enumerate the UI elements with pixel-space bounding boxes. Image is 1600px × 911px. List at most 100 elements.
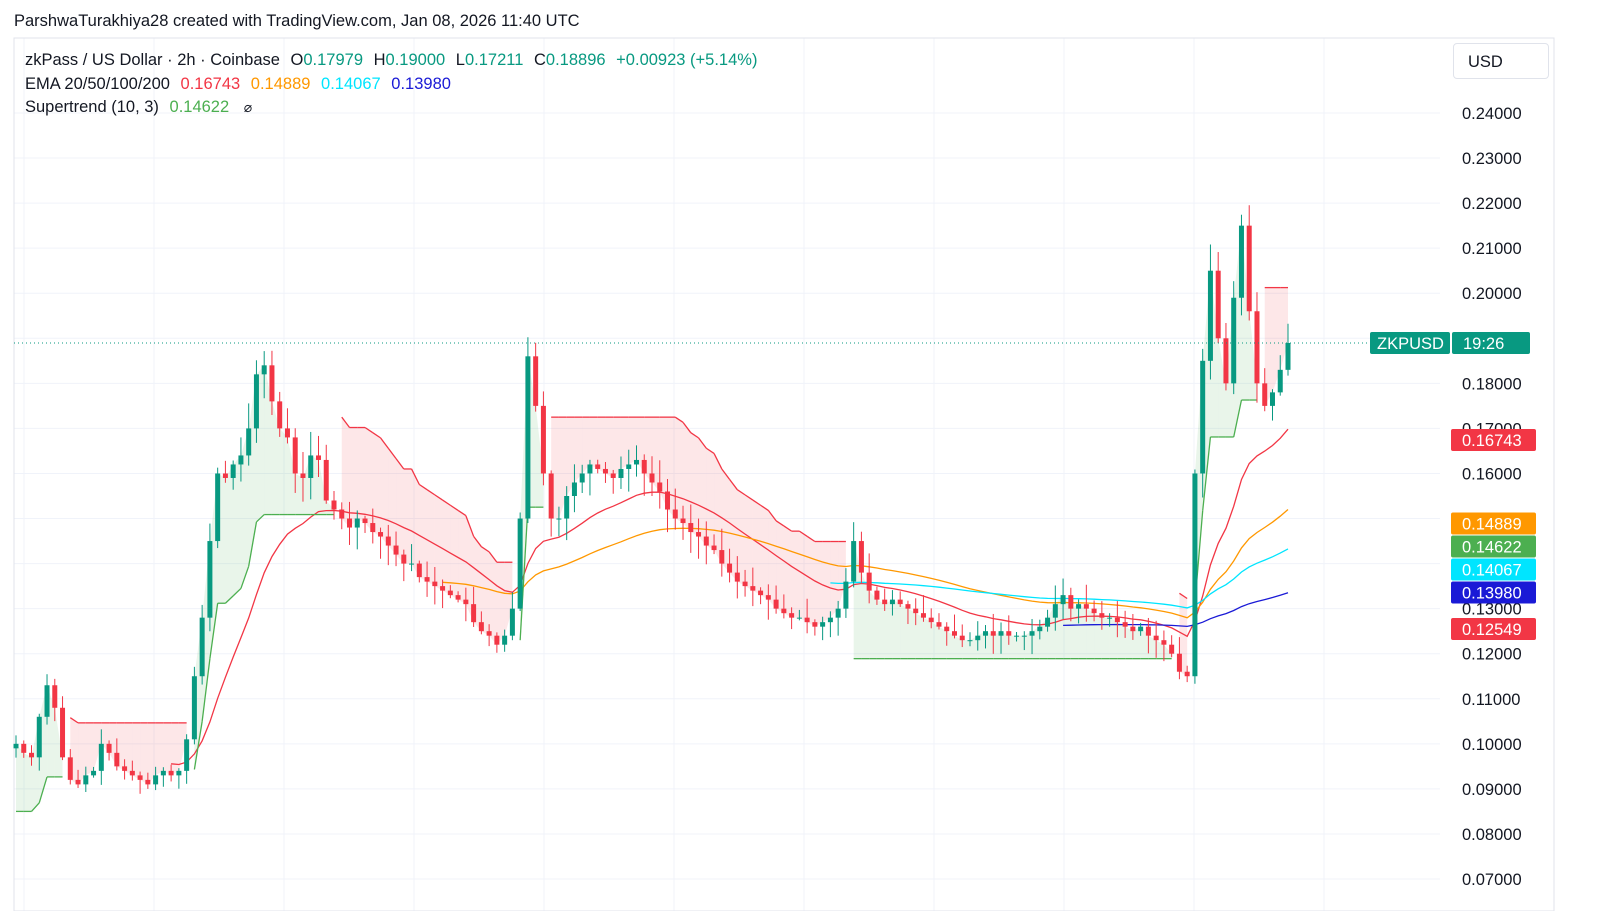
supertrend-line [713, 453, 723, 470]
supertrend-fill-segment [434, 494, 443, 591]
candle-body [455, 595, 461, 600]
candle-body [618, 468, 624, 478]
supertrend-fill-segment [938, 626, 947, 659]
currency-selector[interactable]: USD [1453, 43, 1549, 79]
price-tick-label: 0.16000 [1462, 465, 1522, 483]
supertrend-fill-segment [427, 489, 435, 587]
candle-body [804, 617, 810, 623]
supertrend-fill-segment [597, 417, 606, 474]
supertrend-fill-segment [683, 422, 691, 533]
ema50-value: 0.14889 [250, 74, 311, 93]
price-badge: 0.14889 [1462, 516, 1522, 534]
supertrend-fill-segment [132, 722, 141, 780]
candle-body [983, 631, 989, 636]
candle-body [277, 401, 283, 429]
supertrend-fill-segment [876, 599, 885, 659]
supertrend-line [473, 535, 482, 548]
candle-body [665, 491, 671, 510]
supertrend-fill-segment [1156, 640, 1164, 659]
supertrend-fill-segment [171, 722, 179, 776]
supertrend-line [372, 432, 381, 439]
supertrend-fill-segment [814, 541, 823, 627]
candle-body [354, 518, 360, 528]
candle-body [385, 536, 391, 546]
supertrend-fill-segment [396, 458, 404, 564]
high-value: 0.19000 [385, 51, 446, 69]
candle-body [1192, 473, 1198, 677]
supertrend-fill-segment [178, 722, 187, 771]
candle-body [1091, 608, 1097, 614]
supertrend-fill-segment [1264, 287, 1273, 406]
supertrend-line [255, 514, 265, 523]
eye-slash-icon[interactable]: ⌀ [243, 99, 253, 115]
candle-body [1207, 270, 1213, 361]
ema-label[interactable]: EMA 20/50/100/200 [25, 74, 170, 93]
supertrend-label[interactable]: Supertrend (10, 3) [25, 98, 159, 116]
candle-body [951, 631, 957, 636]
candle-body [215, 473, 221, 542]
supertrend-fill-segment [884, 599, 893, 659]
price-tick-label: 0.23000 [1462, 150, 1522, 168]
candle-body [114, 752, 120, 767]
supertrend-fill-segment [233, 455, 241, 596]
candle-body [1029, 631, 1035, 636]
candle-body [789, 613, 795, 618]
supertrend-fill-segment [1024, 631, 1033, 659]
supertrend-fill-segment [962, 640, 970, 659]
price-tick-label: 0.13000 [1462, 601, 1522, 619]
supertrend-fill-segment [636, 417, 645, 474]
high-label: H [373, 51, 386, 69]
supertrend-fill-segment [729, 479, 738, 582]
supertrend-fill-segment [225, 464, 234, 604]
supertrend-line [1202, 436, 1212, 511]
candle-body [191, 676, 197, 740]
supertrend-line [767, 510, 777, 522]
candle-body [261, 365, 267, 375]
supertrend-fill-segment [124, 722, 133, 776]
candle-body [323, 459, 329, 501]
candle-body [959, 635, 965, 641]
candle-body [471, 604, 477, 623]
supertrend-fill-segment [706, 448, 715, 551]
candle-body [207, 541, 213, 618]
price-badges: ZKPUSD 19:26 0.16743 0.14889 0.14622 0.14067 0… [1370, 331, 1536, 640]
candle-body [1107, 617, 1113, 619]
supertrend-fill-segment [23, 752, 32, 812]
supertrend-line [736, 489, 746, 496]
symbol-title[interactable]: zkPass / US Dollar · 2h · Coinbase [25, 51, 280, 69]
supertrend-line [488, 551, 498, 563]
supertrend-line [434, 494, 443, 501]
supertrend-fill-segment [458, 510, 466, 605]
candle-body [920, 613, 926, 618]
candle-body [874, 590, 880, 600]
candle-body [238, 455, 244, 465]
candle-body [292, 437, 298, 474]
supertrend-fill-segment [85, 722, 94, 776]
open-value: 0.17979 [303, 51, 364, 69]
candle-body [610, 473, 616, 478]
supertrend-line [783, 525, 792, 532]
candle-body [1153, 635, 1159, 641]
supertrend-fill-segment [838, 541, 846, 609]
supertrend-fill-segment [768, 510, 777, 609]
candle-body [1176, 653, 1182, 672]
supertrend-fill-segment [613, 417, 621, 478]
candle-body [843, 581, 849, 609]
ema200-value: 0.13980 [391, 74, 451, 93]
supertrend-line [69, 717, 79, 724]
supertrend-fill-segment [1001, 631, 1009, 659]
candle-body [944, 626, 950, 632]
supertrend-fill-segment [582, 417, 590, 474]
supertrend-line [364, 426, 374, 434]
candle-body [1262, 383, 1268, 406]
candle-body [424, 577, 430, 582]
supertrend-fill-segment [271, 401, 280, 515]
supertrend-line [729, 478, 738, 491]
candle-body [533, 356, 539, 406]
candle-body [1083, 604, 1089, 609]
supertrend-line [674, 416, 684, 423]
candle-body [1114, 617, 1120, 623]
candle-body [432, 581, 438, 587]
supertrend-line [201, 658, 211, 722]
